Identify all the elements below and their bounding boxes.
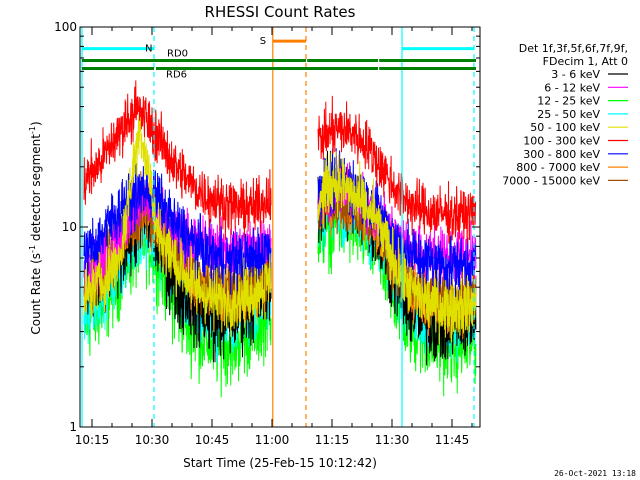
y-axis-label-sup2: -1 <box>28 126 37 134</box>
series-line-100-300kev-seg1 <box>317 95 477 244</box>
series-line-100-300kev-seg0 <box>83 80 272 240</box>
flag-label-n: N <box>145 44 152 55</box>
legend-header-line: FDecim 1, Att 0 <box>543 55 628 68</box>
series-line-50-100kev-seg0 <box>83 113 272 338</box>
plot-area: N S RD0 RD6 1 10 100 10:15 10:30 10:45 11:00 11:15 1… <box>54 20 481 447</box>
y-tick-label: 1 <box>69 420 77 434</box>
series-line-300-800kev-seg0 <box>83 160 272 300</box>
x-tick-label: 10:15 <box>75 433 110 447</box>
x-tick-label: 11:45 <box>435 433 470 447</box>
y-axis-label-sup1: -1 <box>28 245 37 253</box>
x-axis-label: Start Time (25-Feb-15 10:12:42) <box>183 456 377 470</box>
y-axis-label: Count Rate (s-1 detector segment-1) <box>28 121 43 334</box>
timestamp: 26-Oct-2021 13:18 <box>554 469 636 478</box>
x-tick-label: 10:30 <box>135 433 170 447</box>
y-axis-label-mid: detector segment <box>29 134 43 245</box>
legend-entry-label: 12 - 25 keV <box>537 95 600 108</box>
legend-entry-label: 6 - 12 keV <box>544 81 600 94</box>
legend-entry-label: 7000 - 15000 keV <box>502 174 600 187</box>
x-tick-label: 11:15 <box>315 433 350 447</box>
x-tick-label: 10:45 <box>195 433 230 447</box>
series-group <box>83 80 477 398</box>
x-tick-label: 11:00 <box>255 433 290 447</box>
legend-entry-label: 800 - 7000 keV <box>516 161 600 174</box>
y-tick-label: 10 <box>62 220 77 234</box>
y-tick-label: 100 <box>54 20 77 34</box>
x-tick-label: 11:30 <box>375 433 410 447</box>
legend-entry-label: 3 - 6 keV <box>551 68 600 81</box>
legend-entry-label: 25 - 50 keV <box>537 108 600 121</box>
y-axis-label-main: Count Rate (s <box>29 253 43 335</box>
chart-title: RHESSI Count Rates <box>205 3 356 21</box>
legend-entry-label: 100 - 300 keV <box>523 135 600 148</box>
legend-entry-label: 50 - 100 keV <box>530 121 600 134</box>
legend-header-line: Det 1f,3f,5f,6f,7f,9f, <box>519 42 628 55</box>
flag-label-s: S <box>260 36 266 47</box>
y-axis-label-end: ) <box>29 121 43 126</box>
series-line-50-100kev-seg1 <box>317 151 477 345</box>
flag-label-rd0: RD0 <box>167 48 188 59</box>
legend-entry-label: 300 - 800 keV <box>523 148 600 161</box>
legend: Det 1f,3f,5f,6f,7f,9f,FDecim 1, Att 03 -… <box>502 42 628 187</box>
flag-label-rd6: RD6 <box>166 70 187 81</box>
